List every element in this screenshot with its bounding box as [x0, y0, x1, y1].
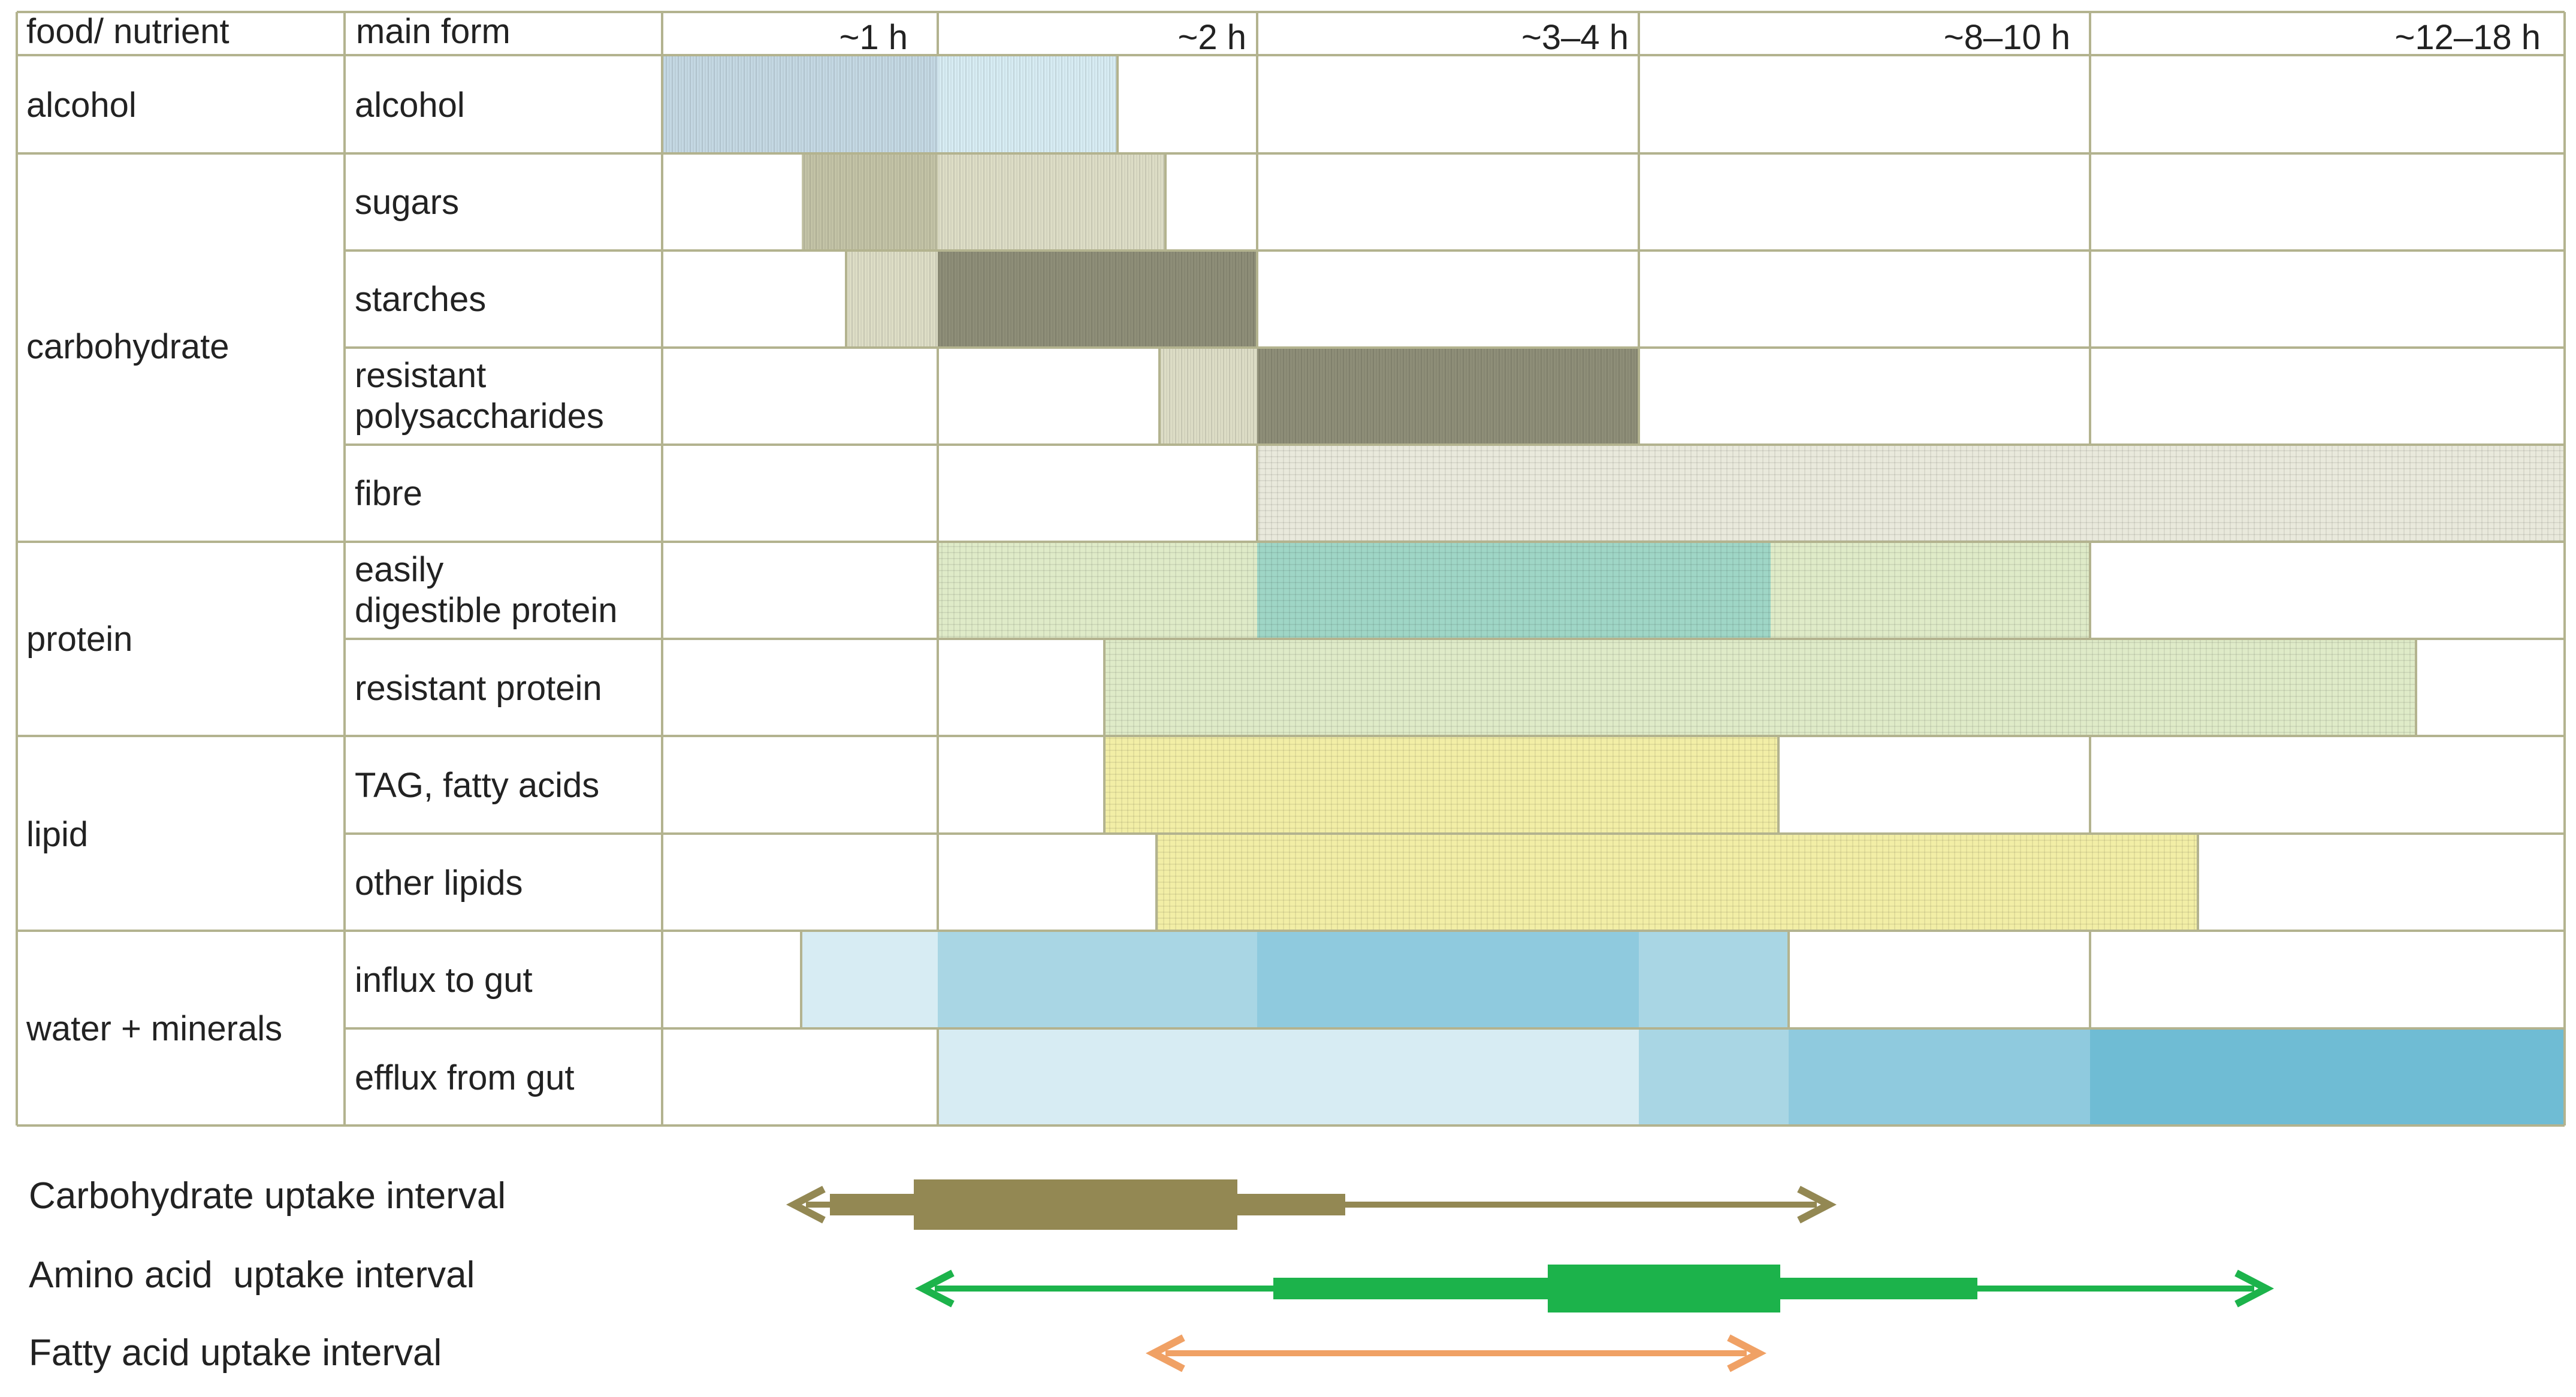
bar-texture-alcohol-1: [938, 55, 1118, 153]
bar-texture-sugars-2: [802, 153, 938, 251]
bar-texture-easily-digestible-protein-11: [1771, 542, 2090, 639]
row-label-resistant-polysaccharides-2: polysaccharides: [355, 397, 604, 436]
row-label-tag-fatty-acids: TAG, fatty acids: [355, 766, 599, 805]
bar-texture-tag-fatty-acids-13: [1104, 736, 1778, 834]
bar-efflux-from-gut-21: [1639, 1028, 1789, 1126]
row-label-sugars: sugars: [355, 183, 459, 222]
amino-acid-interval-arrow-head-left: [914, 1269, 955, 1308]
interval-label-fatty-acid: Fatty acid uptake interval: [29, 1332, 442, 1374]
bar-influx-to-gut-17: [1257, 931, 1639, 1028]
carbohydrate-interval-arrow-head-right: [1797, 1185, 1837, 1224]
bar-efflux-from-gut-19: [938, 1028, 1153, 1126]
amino-acid-interval-arrow-head-right: [2234, 1269, 2275, 1308]
row-label-other-lipids: other lipids: [355, 864, 523, 903]
row-label-fibre: fibre: [355, 474, 422, 513]
bar-texture-sugars-3: [938, 153, 1165, 251]
group-label-alcohol: alcohol: [26, 86, 137, 125]
header-time-2h: ~2 h: [1178, 18, 1247, 57]
header-time-12-18h: ~12–18 h: [2394, 18, 2541, 57]
group-label-lipid: lipid: [26, 815, 88, 854]
header-time-3-4h: ~3–4 h: [1521, 18, 1629, 57]
header-food-nutrient: food/ nutrient: [26, 12, 229, 51]
bar-efflux-from-gut-22: [1789, 1028, 2090, 1126]
bar-efflux-from-gut-20: [1153, 1028, 1639, 1126]
bar-influx-to-gut-18: [1639, 931, 1789, 1028]
bar-texture-resistant-polysaccharides-6: [1159, 348, 1257, 445]
group-label-water-minerals: water + minerals: [26, 1009, 282, 1048]
carbohydrate-interval-arrow-head-left: [786, 1185, 826, 1224]
bar-texture-easily-digestible-protein-10: [1257, 542, 1771, 639]
bar-texture-starches-4: [846, 251, 938, 348]
row-label-resistant-polysaccharides-1: resistant: [355, 356, 486, 395]
carbohydrate-interval-peak-band: [914, 1179, 1237, 1230]
bar-texture-easily-digestible-protein-9: [938, 542, 1257, 639]
row-label-alcohol: alcohol: [355, 86, 465, 125]
interval-label-amino-acid: Amino acid uptake interval: [29, 1254, 475, 1296]
row-label-influx-to-gut: influx to gut: [355, 961, 533, 1000]
bar-texture-fibre-8: [1257, 445, 2565, 542]
group-label-carbohydrate: carbohydrate: [26, 327, 229, 366]
fatty-acid-interval-arrow-head-left: [1145, 1334, 1185, 1372]
header-time-8-10h: ~8–10 h: [1944, 18, 2070, 57]
group-label-protein: protein: [26, 620, 132, 659]
fatty-acid-interval-arrow-head-right: [1727, 1334, 1767, 1372]
row-label-easily-digestible-protein-2: digestible protein: [355, 591, 618, 630]
bar-texture-starches-5: [938, 251, 1257, 348]
bar-texture-other-lipids-14: [1156, 834, 2198, 931]
row-label-resistant-protein: resistant protein: [355, 669, 602, 708]
bar-influx-to-gut-16: [938, 931, 1257, 1028]
row-label-starches: starches: [355, 280, 486, 319]
header-main-form: main form: [356, 12, 511, 51]
bar-texture-resistant-protein-12: [1104, 639, 2416, 736]
bar-efflux-from-gut-23: [2090, 1028, 2565, 1126]
bar-texture-alcohol-0: [662, 55, 938, 153]
header-time-1h: ~1 h: [839, 18, 908, 57]
row-label-efflux-from-gut: efflux from gut: [355, 1058, 574, 1097]
bar-texture-resistant-polysaccharides-7: [1257, 348, 1639, 445]
row-label-easily-digestible-protein-1: easily: [355, 550, 443, 589]
interval-label-carbohydrate: Carbohydrate uptake interval: [29, 1175, 506, 1217]
amino-acid-interval-peak-band: [1548, 1265, 1780, 1312]
bar-influx-to-gut-15: [801, 931, 938, 1028]
